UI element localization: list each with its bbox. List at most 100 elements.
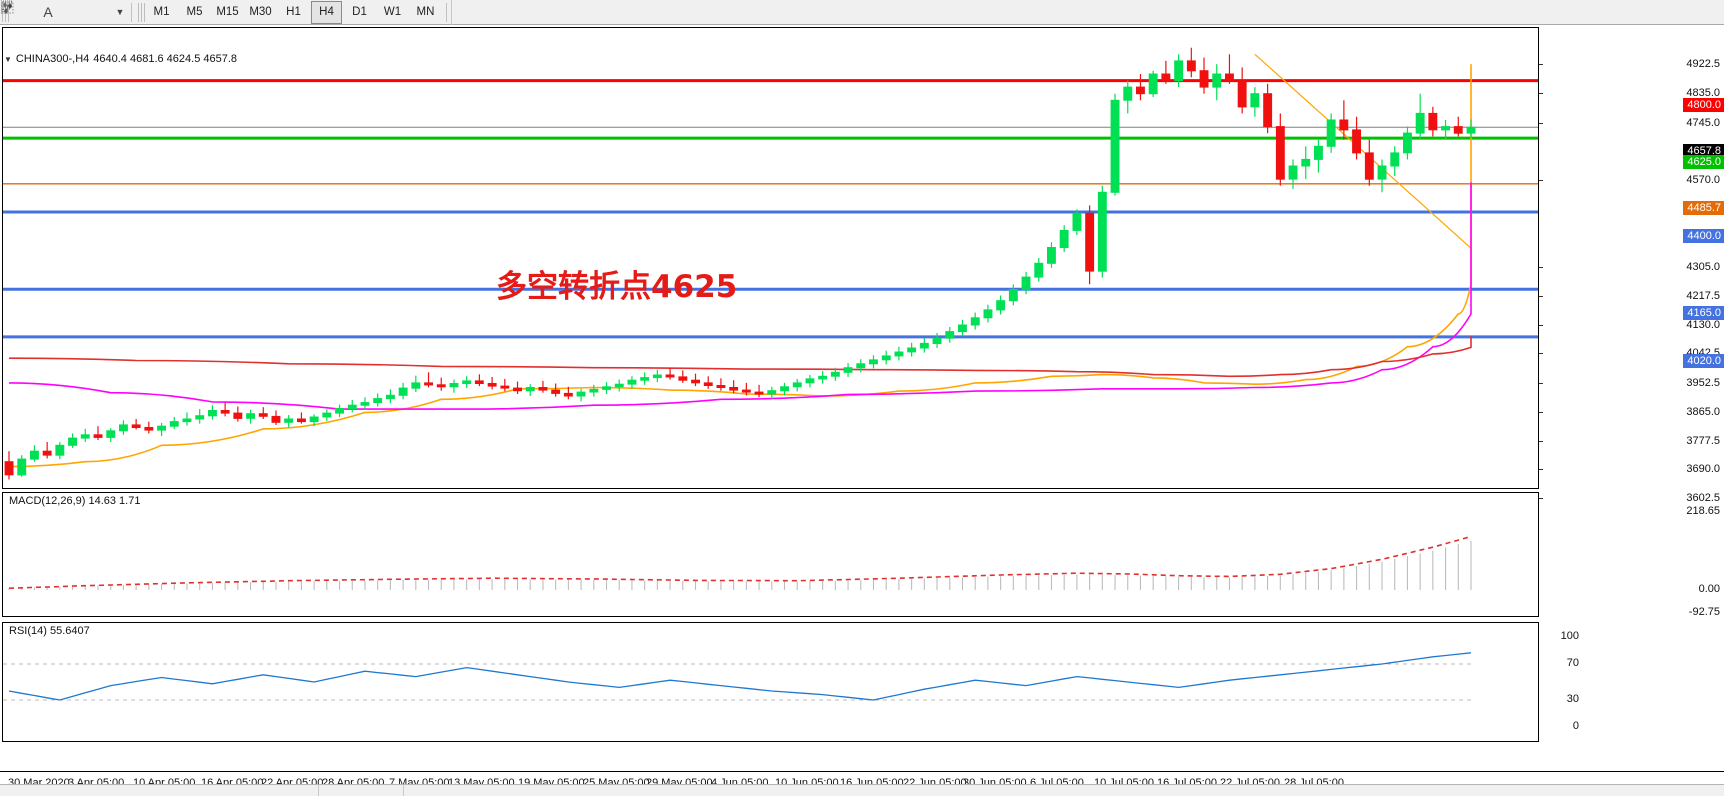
price-tick-3690-0: 3690.0 [1686, 463, 1720, 476]
candle-body [424, 382, 434, 386]
svg-text:T: T [5, 4, 11, 14]
candle-body [411, 382, 421, 389]
price-panel[interactable] [2, 27, 1539, 489]
support-tag-4400[interactable]: 4400.0 [1683, 229, 1724, 243]
price-tick-3777-5: 3777.5 [1686, 434, 1720, 447]
candle-body [1415, 112, 1425, 134]
price-tickmark [1539, 440, 1543, 442]
candle-body [144, 427, 154, 431]
candle-body [563, 392, 573, 397]
candle-body [106, 430, 116, 438]
timeframe-h1[interactable]: H1 [286, 6, 301, 18]
price-tickmark [1539, 498, 1543, 500]
price-tickmark [1539, 411, 1543, 413]
candle-body [1250, 93, 1260, 108]
candle-body [284, 418, 294, 423]
candle-body [1199, 70, 1209, 88]
candle-body [614, 383, 624, 388]
candle-body [474, 380, 484, 384]
candle-body [983, 309, 993, 319]
candle-body [1288, 165, 1298, 180]
timeframe-mn[interactable]: MN [416, 6, 435, 18]
candle-body [958, 324, 967, 333]
candle-body [780, 386, 789, 392]
candle-body [1403, 132, 1412, 154]
candle-body [830, 371, 840, 377]
timeframe-m15[interactable]: M15 [216, 6, 239, 18]
pivot-tag-4625[interactable]: 4625.0 [1683, 155, 1724, 170]
candle-body [487, 383, 497, 387]
macd-panel[interactable]: MACD(12,26,9) 14.63 1.71 [2, 492, 1539, 617]
price-tickmark [1539, 295, 1543, 297]
candle-body [373, 398, 383, 404]
crosshair-icon[interactable]: F [1, 0, 35, 24]
timeframe-m30[interactable]: M30 [249, 6, 272, 18]
timeframe-grip[interactable] [138, 2, 145, 22]
price-tickmark [1539, 180, 1543, 182]
symbol-label: CHINA300-,H4 [15, 53, 90, 65]
support-tag-4485[interactable]: 4485.7 [1683, 200, 1724, 215]
timeframe-d1[interactable]: D1 [352, 6, 367, 18]
candle-body [678, 376, 688, 381]
candle-body [729, 387, 739, 391]
candle-body [1390, 152, 1400, 167]
candle-body [386, 394, 395, 400]
candle-body [1008, 289, 1018, 302]
shapes-icon[interactable] [3, 1, 113, 24]
support-tag-4165[interactable]: 4165.0 [1683, 306, 1724, 321]
candle-body [4, 461, 14, 476]
toolbar-separator-2 [446, 2, 447, 22]
candle-body [360, 402, 370, 406]
candle-body [716, 385, 726, 388]
rsi-chart-svg [3, 652, 1473, 701]
candle-body [576, 391, 586, 397]
macd-histogram [8, 540, 1472, 590]
candle-body [919, 342, 929, 349]
candle-body [93, 434, 103, 438]
top-toolbar[interactable]: F A T ▼ M1 M5 M15 M30 H1 H4 D1 W1 MN [0, 0, 1724, 25]
dropdown-arrow-icon[interactable]: ▼ [115, 7, 125, 17]
rsi-label: RSI(14) 55.6407 [7, 625, 92, 637]
price-tick-3602-5: 3602.5 [1686, 492, 1720, 505]
chevron-down-icon[interactable]: ▼ [4, 54, 12, 64]
macd-tick-9275: -92.75 [1688, 606, 1720, 618]
candle-body [1225, 73, 1234, 82]
candle-body [1072, 212, 1082, 231]
timeframe-m5[interactable]: M5 [186, 6, 203, 18]
candle-body [665, 374, 675, 378]
rsi-tick-70: 70 [1566, 657, 1579, 669]
status-segment-1 [0, 785, 319, 796]
price-tickmark [1539, 383, 1543, 385]
candle-body [513, 387, 523, 392]
chart-area[interactable]: ▼ CHINA300-,H4 4640.4 4681.6 4624.5 4657… [0, 25, 1724, 771]
timeframe-m1[interactable]: M1 [153, 6, 170, 18]
resistance-tag-4800[interactable]: 4800.0 [1683, 97, 1724, 112]
timeframe-h4[interactable]: H4 [311, 0, 342, 24]
candle-body [589, 388, 599, 393]
candle-body [894, 351, 904, 357]
text-label-icon[interactable]: A [43, 4, 53, 20]
candle-body [42, 450, 52, 456]
candle-body [462, 380, 472, 384]
candle-body [182, 418, 192, 423]
candle-body [869, 359, 878, 365]
price-tick-3865-0: 3865.0 [1686, 405, 1720, 418]
candle-body [1123, 86, 1133, 101]
rsi-panel[interactable]: RSI(14) 55.6407 [2, 622, 1539, 742]
timeframe-w1[interactable]: W1 [383, 6, 402, 18]
svg-text:F: F [1, 10, 5, 15]
support-tag-4020[interactable]: 4020.0 [1683, 353, 1724, 368]
candle-body [818, 375, 828, 380]
toolbar-empty-area [451, 0, 1724, 25]
price-tick-4745-0: 4745.0 [1686, 116, 1720, 129]
text-box-icon[interactable]: T [1, 1, 87, 24]
price-tick-4305-0: 4305.0 [1686, 261, 1720, 274]
last-price-tag[interactable]: 4657.8 [1683, 144, 1724, 159]
price-tickmark [1539, 267, 1543, 269]
candle-body [881, 355, 891, 361]
candle-body [1339, 119, 1349, 131]
candle-body [131, 424, 141, 428]
toolbar-separator [131, 2, 132, 22]
price-axis[interactable]: 4922.5 4835.0 4745.0 4570.0 4305.0 4217.5 4130… [1539, 25, 1724, 771]
candle-body [1237, 80, 1247, 108]
